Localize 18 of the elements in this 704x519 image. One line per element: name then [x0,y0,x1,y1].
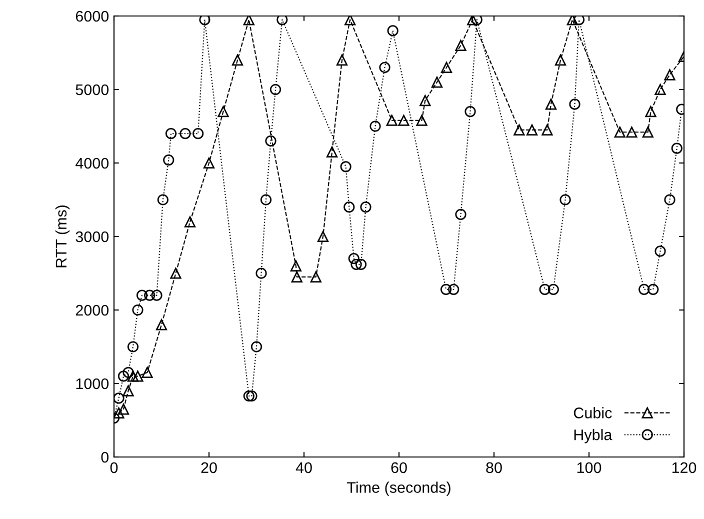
y-tick-label: 1000 [76,378,109,390]
x-tick-label: 60 [391,462,407,474]
x-tick-label: 120 [672,462,696,474]
y-tick-label: 0 [101,452,109,463]
y-tick-label: 2000 [76,304,109,316]
x-tick-label: 20 [201,462,217,474]
legend-label: Cubic [574,407,612,418]
y-tick-label: 5000 [76,84,109,96]
x-tick-label: 40 [296,462,312,474]
x-tick-label: 80 [486,462,502,474]
y-axis-title: RTT (ms) [55,205,70,268]
y-tick-label: 6000 [76,10,109,22]
x-axis-title: Time (seconds) [346,482,450,496]
x-tick-label: 100 [577,462,602,474]
y-tick-label: 3000 [76,231,109,242]
legend-label: Hybla [574,429,612,444]
y-tick-label: 4000 [76,158,109,169]
x-tick-label: 0 [110,462,118,474]
